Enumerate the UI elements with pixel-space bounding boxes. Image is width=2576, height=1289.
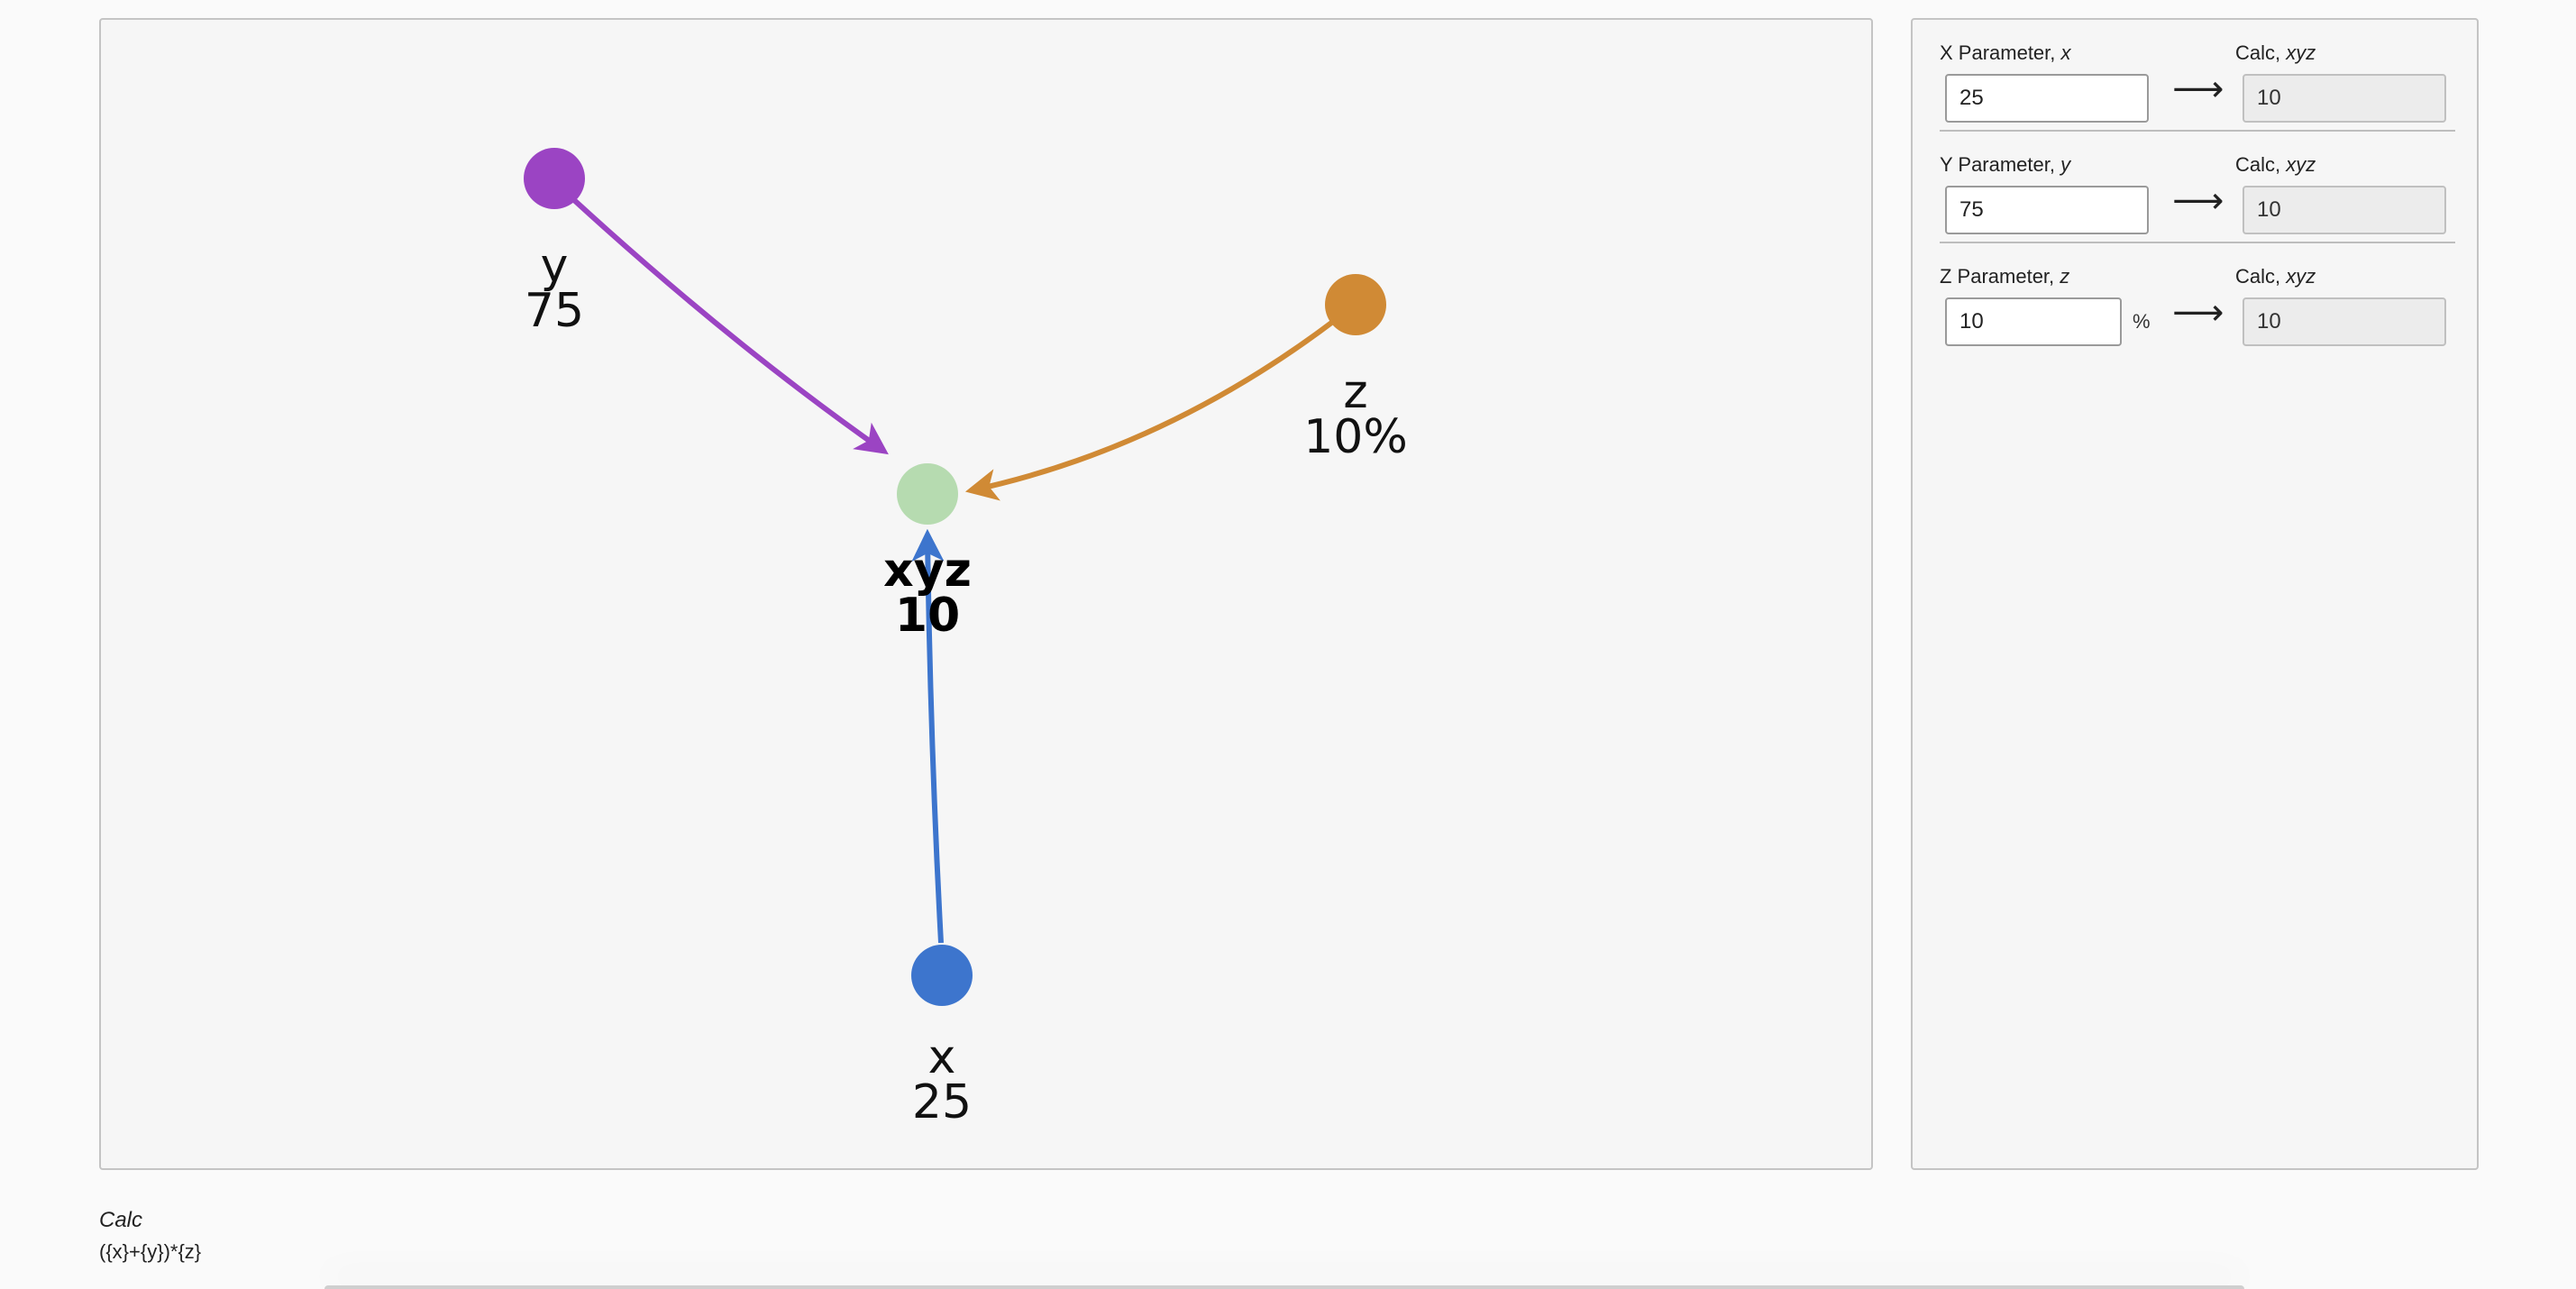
calc-output-z xyxy=(2243,297,2446,346)
param-row-z: Z Parameter, z Calc, xyz % ⟶ xyxy=(1940,243,2453,355)
edge-y-to-xyz xyxy=(571,197,889,455)
node-y[interactable] xyxy=(524,148,585,209)
node-x-name-label: x xyxy=(928,1030,956,1084)
node-z-value-label: 10% xyxy=(1303,410,1408,464)
node-xyz-name-label: xyz xyxy=(883,544,972,598)
calc-label-y: Calc, xyz xyxy=(2235,153,2316,176)
y-parameter-input[interactable] xyxy=(1945,186,2149,234)
node-x[interactable] xyxy=(911,945,973,1006)
divider xyxy=(1940,242,2455,243)
node-z-name-label: z xyxy=(1343,365,1367,419)
param-label-x: X Parameter, x xyxy=(1940,41,2071,64)
edge-x-to-xyz xyxy=(911,528,945,944)
calc-label-z: Calc, xyz xyxy=(2235,265,2316,288)
arrow-right-icon: ⟶ xyxy=(2172,180,2224,222)
node-xyz[interactable] xyxy=(897,463,958,525)
formula-expression: ({x}+{y})*{z} xyxy=(99,1240,202,1263)
node-z[interactable] xyxy=(1325,274,1386,335)
divider xyxy=(1940,130,2455,132)
edge-z-to-xyz xyxy=(964,318,1336,501)
node-x-value-label: 25 xyxy=(912,1075,972,1129)
arrow-right-icon: ⟶ xyxy=(2172,292,2224,334)
parameter-panel: X Parameter, x Calc, xyz ⟶ Y Parameter, … xyxy=(1911,18,2479,1170)
param-label-z: Z Parameter, z xyxy=(1940,265,2070,288)
node-y-name-label: y xyxy=(541,239,569,293)
bottom-sheet-edge xyxy=(324,1285,2244,1289)
graph-canvas[interactable]: y 75 z 10% xyz 10 x 25 xyxy=(99,18,1873,1170)
calc-output-x xyxy=(2243,74,2446,123)
z-parameter-input[interactable] xyxy=(1945,297,2122,346)
param-row-y: Y Parameter, y Calc, xyz ⟶ xyxy=(1940,132,2455,243)
param-label-y: Y Parameter, y xyxy=(1940,153,2071,176)
percent-unit-label: % xyxy=(2133,310,2151,333)
calc-label-x: Calc, xyz xyxy=(2235,41,2316,64)
node-xyz-value-label: 10 xyxy=(895,589,960,643)
calc-output-y xyxy=(2243,186,2446,234)
formula-title: Calc xyxy=(99,1208,143,1232)
param-row-x: X Parameter, x Calc, xyz ⟶ xyxy=(1940,20,2455,132)
node-y-value-label: 75 xyxy=(525,284,584,338)
arrow-right-icon: ⟶ xyxy=(2172,69,2224,110)
x-parameter-input[interactable] xyxy=(1945,74,2149,123)
